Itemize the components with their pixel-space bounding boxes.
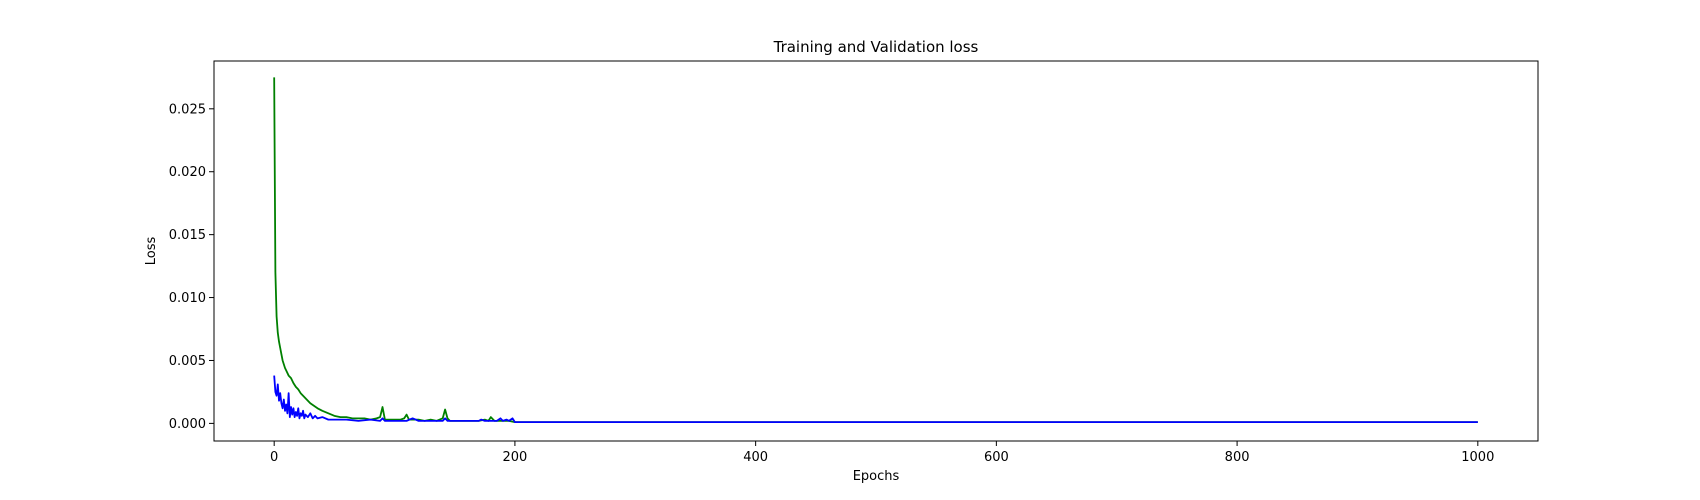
y-tick-label: 0.020 bbox=[169, 165, 206, 180]
plot-frame bbox=[213, 60, 1539, 442]
y-tick-label: 0.005 bbox=[169, 354, 206, 369]
y-tick-label: 0.010 bbox=[169, 291, 206, 306]
y-tick-label: 0.000 bbox=[169, 417, 206, 432]
y-axis: 0.000 0.005 0.010 0.015 0.020 0.025 bbox=[169, 102, 214, 432]
x-tick-label: 400 bbox=[743, 450, 768, 465]
y-tick-label: 0.015 bbox=[169, 228, 206, 243]
x-tick-label: 0 bbox=[270, 450, 278, 465]
plot-area bbox=[213, 60, 1539, 442]
series-layer bbox=[273, 77, 1478, 424]
y-axis-label: Loss bbox=[144, 237, 159, 266]
x-tick-label: 800 bbox=[1225, 450, 1250, 465]
chart-title: Training and Validation loss bbox=[773, 38, 979, 56]
series-line-0 bbox=[273, 77, 1478, 424]
x-axis: 0 200 400 600 800 1000 bbox=[270, 441, 1494, 465]
x-axis-label: Epochs bbox=[853, 469, 900, 484]
x-tick-label: 600 bbox=[984, 450, 1009, 465]
series-line-1 bbox=[273, 375, 1478, 424]
x-tick-label: 200 bbox=[502, 450, 527, 465]
x-tick-label: 1000 bbox=[1461, 450, 1494, 465]
y-tick-label: 0.025 bbox=[169, 102, 206, 117]
